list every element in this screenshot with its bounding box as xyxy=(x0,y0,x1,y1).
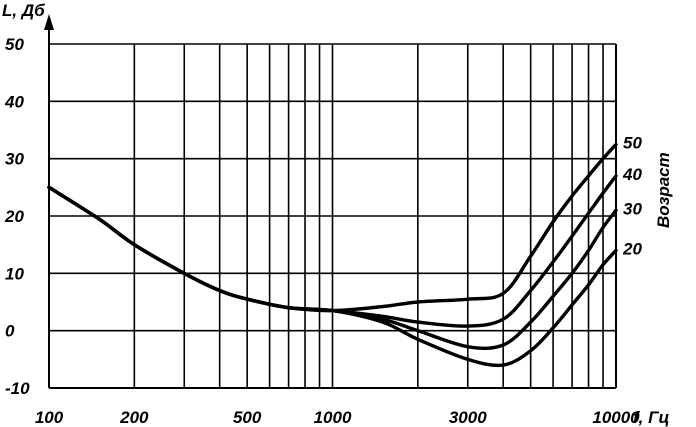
series-label-30: 30 xyxy=(623,199,642,218)
series-line-20 xyxy=(47,185,618,368)
x-tick-label: 3000 xyxy=(449,408,487,427)
series-label-50: 50 xyxy=(623,133,642,152)
y-tick-label: 30 xyxy=(5,150,24,169)
x-axis-title: f, Гц xyxy=(633,408,670,427)
y-tick-label: 10 xyxy=(5,264,24,283)
grid xyxy=(48,24,617,389)
y-tick-label: 40 xyxy=(4,92,24,111)
series-label-40: 40 xyxy=(622,165,642,184)
y-axis-title: L, Дб xyxy=(2,1,45,20)
y-tick-label: -10 xyxy=(5,379,30,398)
series-labels: 50 40 30 20 xyxy=(622,133,642,258)
x-tick-label: 1000 xyxy=(314,408,352,427)
y-tick-labels: -10 0 10 20 30 40 50 xyxy=(4,35,30,398)
series-label-20: 20 xyxy=(622,239,642,258)
x-tick-label: 200 xyxy=(119,408,149,427)
x-tick-label: 100 xyxy=(35,408,64,427)
legend-title: Возраст xyxy=(654,152,673,228)
y-tick-label: 20 xyxy=(4,207,24,226)
series-lines xyxy=(47,142,618,368)
x-tick-label: 500 xyxy=(233,408,262,427)
y-tick-label: 50 xyxy=(5,35,24,54)
y-tick-label: 0 xyxy=(5,322,15,341)
x-tick-labels: 100 200 500 1000 3000 10000 xyxy=(35,408,640,427)
x-tick-label: 10000 xyxy=(592,408,640,427)
y-axis-arrow-icon xyxy=(44,14,54,30)
